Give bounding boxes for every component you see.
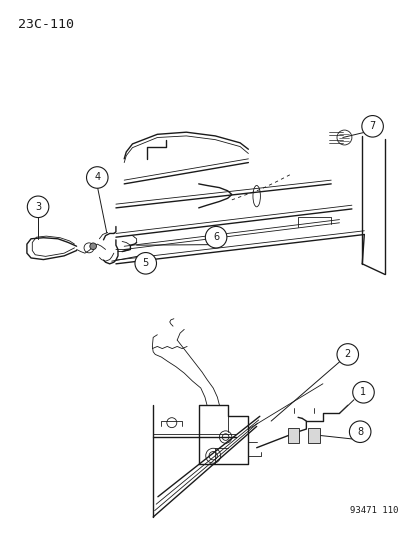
- Circle shape: [90, 243, 96, 249]
- Text: 93471 110: 93471 110: [349, 506, 397, 515]
- Text: 5: 5: [142, 259, 149, 268]
- Circle shape: [349, 421, 370, 442]
- Text: 6: 6: [213, 232, 218, 242]
- Circle shape: [352, 382, 373, 403]
- FancyBboxPatch shape: [287, 428, 299, 443]
- Circle shape: [361, 116, 382, 137]
- Circle shape: [205, 227, 226, 248]
- Text: 4: 4: [94, 173, 100, 182]
- Circle shape: [27, 196, 49, 217]
- Text: 1: 1: [360, 387, 366, 397]
- Circle shape: [86, 167, 108, 188]
- FancyBboxPatch shape: [308, 428, 319, 443]
- Text: 3: 3: [35, 202, 41, 212]
- Text: 8: 8: [356, 427, 362, 437]
- Circle shape: [135, 253, 156, 274]
- Text: 2: 2: [344, 350, 350, 359]
- Text: 23C-110: 23C-110: [18, 18, 74, 31]
- Circle shape: [336, 344, 358, 365]
- Text: 7: 7: [368, 122, 375, 131]
